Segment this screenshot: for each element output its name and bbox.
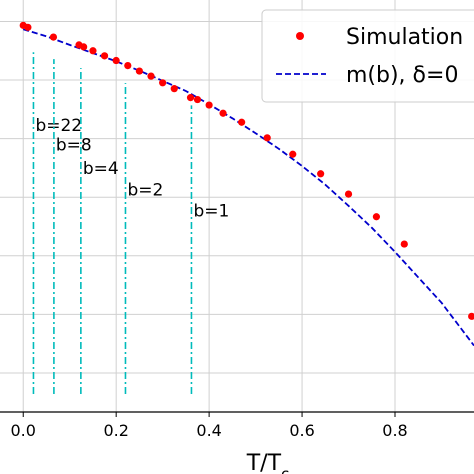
- x-tick-label-2: 0.4: [196, 421, 221, 440]
- data-point-6: [100, 52, 109, 60]
- data-point-11: [159, 79, 167, 87]
- axes: [0, 411, 474, 417]
- data-point-4: [80, 43, 88, 51]
- data-point-10: [147, 72, 155, 80]
- data-point-20: [317, 170, 325, 178]
- data-point-12: [170, 85, 178, 93]
- theory-curve: [22, 28, 474, 347]
- simulation-points: [19, 21, 474, 320]
- vline-label-3: b=2: [127, 180, 163, 200]
- data-point-15: [205, 101, 213, 109]
- x-tick-label-0: 0.0: [11, 421, 36, 440]
- vline-label-1: b=8: [56, 135, 92, 155]
- x-tick-label-1: 0.2: [103, 421, 128, 440]
- x-axis-label-main: T/T: [246, 451, 282, 474]
- data-point-17: [238, 118, 246, 126]
- x-axis-label: T/Tc: [246, 451, 290, 474]
- vline-label-2: b=4: [83, 159, 119, 179]
- data-point-13: [186, 94, 195, 102]
- data-point-24: [468, 312, 474, 320]
- data-point-14: [193, 95, 202, 104]
- data-point-16: [219, 109, 227, 117]
- data-point-9: [135, 67, 144, 75]
- grid: [0, 0, 474, 412]
- data-point-19: [289, 150, 297, 158]
- reference-lines: b=22b=8 b=4 b=2 b=1: [32, 52, 229, 394]
- data-point-5: [89, 47, 97, 55]
- data-point-1: [24, 23, 32, 31]
- data-point-18: [263, 134, 271, 142]
- x-tick-labels: 0.0 0.2 0.4 0.6 0.8: [11, 421, 408, 440]
- theory-curve-path: [22, 28, 474, 347]
- x-tick-label-3: 0.6: [289, 421, 314, 440]
- data-point-23: [400, 240, 408, 248]
- vline-label-4: b=1: [193, 202, 229, 222]
- legend: Simulation m(b), δ=0: [261, 9, 474, 103]
- data-point-22: [372, 213, 381, 221]
- data-point-21: [344, 190, 353, 198]
- legend-label-theory: m(b), δ=0: [346, 63, 458, 88]
- data-point-8: [124, 62, 132, 70]
- legend-label-simulation: Simulation: [346, 25, 463, 50]
- data-point-2: [49, 33, 58, 41]
- vline-label-0: b=22: [35, 116, 82, 136]
- legend-marker-simulation: [296, 32, 304, 40]
- data-point-7: [112, 56, 120, 65]
- x-tick-label-4: 0.8: [382, 421, 407, 440]
- legend-box: [261, 9, 474, 103]
- x-axis-label-subscript: c: [281, 465, 289, 474]
